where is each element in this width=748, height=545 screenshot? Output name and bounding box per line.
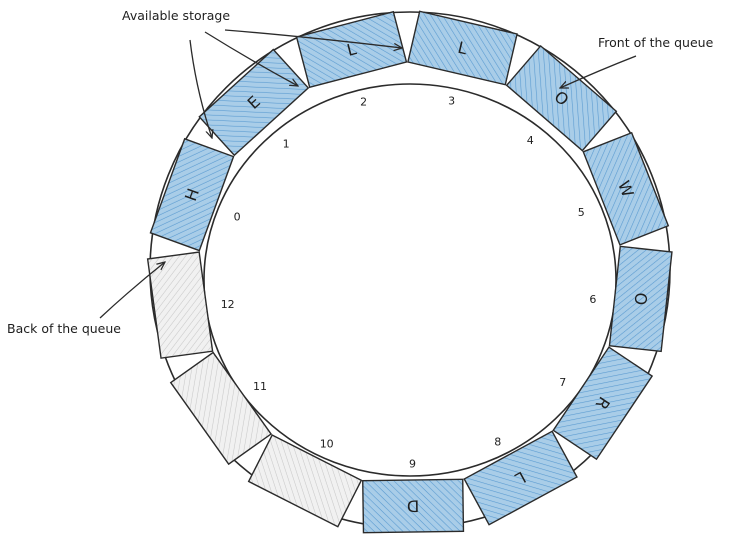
slot-box (362, 478, 465, 534)
back-arrow (99, 262, 165, 319)
slot-box (247, 434, 363, 528)
slot-letter: D (407, 496, 420, 515)
back-annotation: Back of the queue (7, 262, 165, 336)
slot-10 (247, 434, 363, 528)
available-storage-arrow-1 (189, 39, 212, 138)
slot-index-label: 1 (283, 137, 290, 150)
slot-box (552, 346, 654, 461)
available-storage-annotation: Available storage (122, 8, 402, 138)
available-storage-arrow-2 (204, 31, 298, 86)
slot-box (407, 10, 518, 86)
slot-6: O (608, 245, 673, 353)
back-label: Back of the queue (7, 321, 121, 336)
slot-7: R (552, 346, 654, 461)
slot-index-label: 6 (589, 293, 596, 306)
slot-index-label: 8 (494, 435, 501, 448)
slot-box (149, 137, 235, 252)
front-label: Front of the queue (598, 35, 714, 50)
slot-box (463, 430, 578, 526)
slot-index-label: 2 (360, 96, 367, 109)
slot-8: L (463, 430, 578, 526)
slot-box (295, 10, 408, 89)
slot-box (146, 251, 214, 359)
slot-index-label: 5 (578, 206, 585, 219)
slot-index-label: 10 (320, 438, 334, 451)
slot-index-label: 7 (559, 376, 566, 389)
slot-letter: W (614, 178, 638, 200)
slot-11 (169, 351, 273, 466)
slot-3: L (407, 10, 518, 86)
slot-5: W (582, 131, 670, 246)
slot-letter: O (631, 292, 651, 307)
slot-box (582, 131, 670, 246)
slot-0: H (149, 137, 235, 252)
slot-box (505, 44, 618, 152)
slot-letter: L (456, 38, 469, 59)
slot-1: E (198, 48, 310, 157)
front-arrow (560, 55, 637, 88)
slot-2: L (295, 10, 408, 89)
slot-box (608, 245, 673, 353)
slot-index-label: 0 (234, 211, 241, 224)
slot-4: O (505, 44, 618, 152)
slot-index-label: 3 (448, 94, 455, 107)
slot-index-label: 11 (253, 380, 267, 393)
slot-9: D (362, 478, 465, 534)
slot-index-label: 4 (527, 134, 534, 147)
available-storage-label: Available storage (122, 8, 230, 23)
slot-box (169, 351, 273, 466)
slot-index-label: 9 (409, 458, 416, 471)
slot-index-label: 12 (221, 298, 235, 311)
available-storage-arrow-3 (224, 29, 402, 48)
inner-ring (203, 83, 617, 477)
slot-12 (146, 251, 214, 359)
front-annotation: Front of the queue (560, 35, 714, 88)
